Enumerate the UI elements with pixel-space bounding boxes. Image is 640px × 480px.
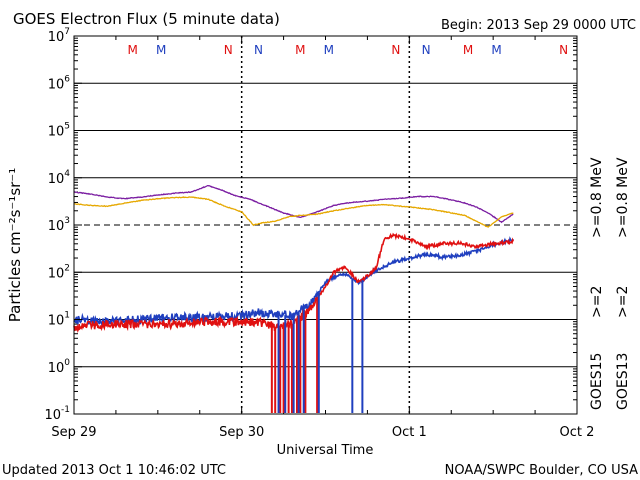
y-tick-label: 107 [48, 27, 70, 45]
legend-goes15: GOES15 [589, 353, 605, 410]
legend-orange: >=0.8 MeV [615, 157, 631, 238]
chart-title: GOES Electron Flux (5 minute data) [13, 10, 280, 28]
legend-blue: >=2 [589, 286, 605, 318]
marker-m: M [463, 43, 473, 57]
marker-m: M [295, 43, 305, 57]
y-tick-label: 103 [48, 216, 70, 234]
x-axis-ticks: Sep 29 Sep 30 Oct 1 Oct 2 [51, 425, 594, 440]
y-axis-ticks: 10-1 100 101 102 103 104 105 106 107 [44, 27, 82, 423]
series-layer [73, 184, 515, 413]
y-tick-label: 100 [48, 358, 71, 376]
marker-m: M [324, 43, 334, 57]
x-axis-label: Universal Time [277, 443, 374, 458]
marker-n: N [559, 43, 568, 57]
x-tick-label: Sep 29 [51, 425, 96, 440]
legend-goes13: GOES13 [615, 353, 631, 410]
y-tick-label: 102 [48, 263, 70, 281]
marker-m: M [491, 43, 501, 57]
x-tick-label: Oct 2 [560, 425, 595, 440]
y-tick-label: 10-1 [44, 405, 70, 423]
legend: >=0.8 MeV >=0.8 MeV >=2 >=2 GOES15 GOES1… [589, 157, 631, 410]
marker-n: N [391, 43, 400, 57]
marker-n: N [254, 43, 263, 57]
x-tick-label: Oct 1 [392, 425, 427, 440]
grid [73, 36, 578, 414]
y-axis-label: Particles cm⁻²s⁻¹sr⁻¹ [6, 168, 24, 322]
legend-red: >=2 [615, 286, 631, 318]
series-line-goes13-0-8-mev [73, 196, 514, 229]
begin-time: Begin: 2013 Sep 29 0000 UTC [441, 18, 636, 33]
x-tick-label: Sep 30 [219, 425, 264, 440]
marker-m: M [128, 43, 138, 57]
marker-n: N [224, 43, 233, 57]
y-tick-label: 104 [48, 169, 71, 187]
marker-m: M [156, 43, 166, 57]
updated-time: Updated 2013 Oct 1 10:46:02 UTC [2, 463, 226, 478]
y-tick-label: 106 [48, 74, 71, 92]
credit: NOAA/SWPC Boulder, CO USA [445, 463, 638, 478]
marker-n: N [422, 43, 431, 57]
legend-purple: >=0.8 MeV [589, 157, 605, 238]
series-line-goes15-2-mev [73, 236, 514, 328]
y-tick-label: 105 [48, 122, 70, 140]
y-tick-label: 101 [48, 311, 70, 329]
